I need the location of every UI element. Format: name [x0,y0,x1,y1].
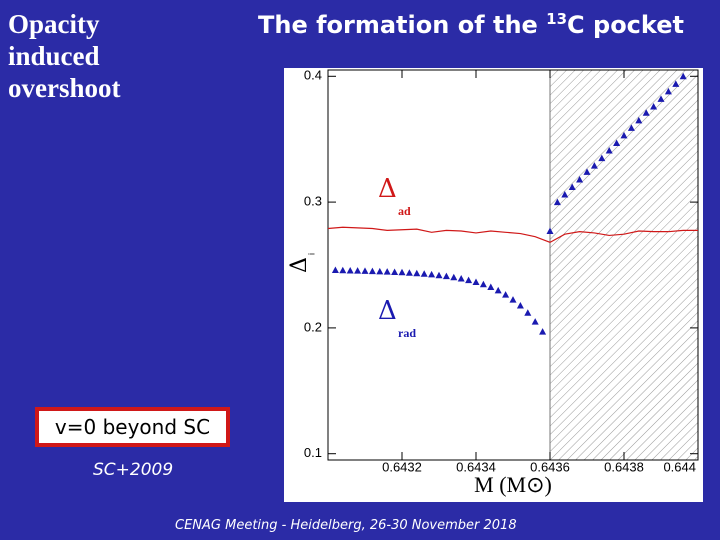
data-point [553,198,561,206]
title-text: The formation of the [258,11,538,39]
data-point [494,286,502,294]
data-point [620,131,628,139]
data-point [509,296,517,303]
data-point [405,269,413,276]
plot-frame [327,69,699,461]
y-axis-symbol: Δ [287,257,312,273]
left-title: Opacity induced overshoot [8,8,120,104]
left-title-line: Opacity [8,9,100,39]
x-tick-label: 0.6434 [456,459,496,474]
data-point [650,102,658,110]
data-point [531,318,539,325]
annotation-symbol: Δ [378,174,397,204]
data-point [642,109,650,116]
data-point [590,162,598,169]
data-point [487,283,495,291]
y-tick-label: 0.1 [304,445,322,460]
data-point [346,267,354,274]
data-point [368,267,376,275]
data-point [457,274,465,282]
data-point [613,139,621,146]
annotation-sub: ad [398,204,411,218]
data-point [331,266,339,274]
data-point [583,168,591,175]
data-point [627,124,635,131]
data-point [428,270,436,278]
reference: SC+2009 [93,460,174,480]
data-point [502,291,510,298]
left-title-line: overshoot [8,73,121,103]
data-point [354,267,362,274]
y-axis-label: Δi [287,253,316,273]
data-point [398,268,406,276]
x-axis-label: M (M⊙) [474,472,552,497]
data-point [450,273,458,281]
data-point [598,154,606,162]
title-sup: 13 [546,10,568,28]
data-point [339,266,347,274]
data-point [383,268,391,275]
data-point [516,302,524,309]
data-point [479,280,487,288]
shaded-region [550,70,698,460]
data-point [539,328,547,335]
data-point [376,267,384,275]
x-tick-label: 0.6432 [382,459,422,474]
title-rest: C pocket [567,11,684,39]
annotation-sub: rad [398,326,416,340]
x-tick-label: 0.6436 [530,459,570,474]
data-point [605,147,613,154]
data-point [635,116,643,124]
y-tick-label: 0.3 [304,194,322,209]
data-point [413,269,421,277]
data-point [576,175,584,183]
data-point [472,278,480,285]
data-point [361,267,369,274]
data-point [561,191,569,198]
y-axis-sub: i [306,253,316,255]
data-line [327,226,698,244]
data-point [420,270,428,277]
data-point [672,80,680,87]
data-point [568,183,576,190]
y-tick-label: 0.2 [304,319,322,334]
data-point [657,95,665,102]
data-point [664,87,672,95]
data-point [524,309,532,316]
x-tick-label: 0.6438 [604,459,644,474]
x-tick-label: 0.644 [663,459,696,474]
annotation-symbol: Δ [378,296,397,326]
left-title-line: induced [8,41,100,71]
y-tick-label: 0.4 [304,68,322,83]
data-point [391,268,399,276]
data-point [435,271,443,279]
slide-title: The formation of the 13C pocket [258,10,684,39]
note-box: v=0 beyond SC [35,407,230,447]
data-point [465,276,473,284]
data-point [679,72,687,80]
footer: CENAG Meeting - Heidelberg, 26-30 Novemb… [175,518,517,533]
data-point [546,227,554,235]
data-point [442,272,450,280]
